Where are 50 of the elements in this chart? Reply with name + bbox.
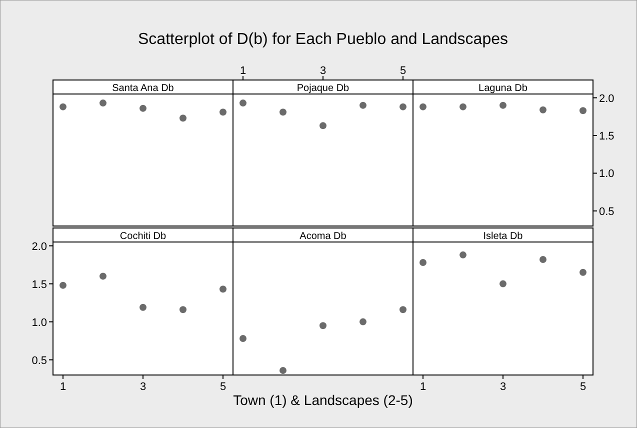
point (540, 256, 546, 263)
y-tick-label: 0.5 (599, 206, 614, 218)
point (360, 318, 366, 326)
y-tick-label: 1.5 (32, 278, 47, 291)
y-tick-label: 2.0 (599, 92, 614, 105)
point (400, 103, 406, 110)
y-tick-label: 1.0 (32, 316, 47, 329)
chart-title: Pojaque Db (296, 83, 350, 94)
chart-title: Cochiti Db (120, 231, 166, 242)
y-tick-label: 1.5 (599, 130, 614, 142)
point (220, 286, 226, 293)
x-tick-label: 3 (500, 381, 506, 393)
point (220, 108, 226, 116)
chart-title: Isleta Db (483, 231, 524, 242)
point (320, 322, 326, 330)
chart-title: Santa Ana Db (112, 83, 174, 94)
point (140, 104, 146, 112)
point (60, 282, 66, 289)
point (140, 304, 146, 311)
x-axis-title: Town (1) & Landscapes (2-5) (233, 392, 413, 408)
point (100, 100, 106, 107)
point (500, 280, 506, 288)
point (240, 100, 246, 107)
y-tick-label: 2.0 (32, 240, 47, 253)
y-tick-label: 1.0 (599, 168, 614, 180)
x-tick-label: 5 (400, 65, 406, 77)
point (360, 102, 366, 109)
point (180, 114, 186, 122)
point (280, 366, 286, 374)
point (580, 268, 586, 276)
x-tick-label: 3 (320, 65, 326, 77)
x-tick-label: 1 (240, 65, 246, 77)
x-tick-label: 1 (420, 381, 426, 393)
point (400, 306, 406, 314)
point (240, 335, 246, 342)
point (180, 306, 186, 314)
chart-title: Acoma Db (300, 231, 347, 242)
point (60, 103, 66, 110)
point (100, 272, 106, 280)
point (460, 251, 466, 258)
x-tick-label: 5 (580, 381, 586, 393)
x-tick-label: 3 (140, 381, 146, 393)
y-tick-label: 0.5 (32, 354, 47, 367)
point (420, 259, 426, 266)
point (280, 108, 286, 116)
point (320, 122, 326, 130)
text: Scatterplot of D(b) for Each Pueblo and Landscapes (138, 31, 508, 48)
chart-title: Laguna Db (478, 83, 528, 94)
x-tick-label: 5 (220, 381, 226, 393)
x-tick-label: 1 (60, 381, 66, 393)
